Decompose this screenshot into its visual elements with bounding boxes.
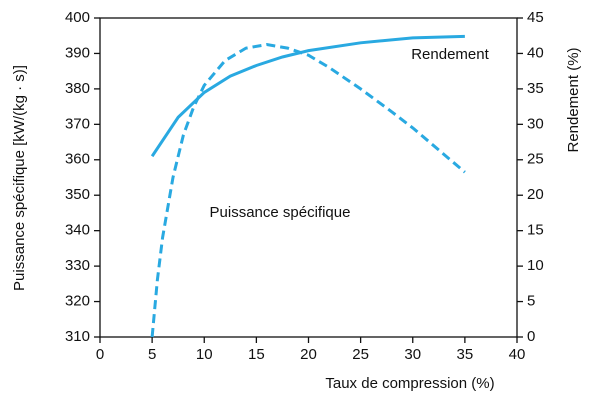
y-tick-label: 330 <box>65 257 90 274</box>
y-tick-label: 320 <box>65 293 90 310</box>
y2-tick-label: 25 <box>527 151 544 168</box>
series-label-bg <box>409 45 492 63</box>
y2-tick-label: 15 <box>527 222 544 239</box>
series-label-bg <box>207 203 353 221</box>
x-tick-label: 10 <box>196 346 213 363</box>
y-tick-label: 310 <box>65 328 90 345</box>
series-line <box>150 43 466 338</box>
x-tick-label: 20 <box>300 346 317 363</box>
y2-tick-label: 5 <box>527 293 535 310</box>
series-label: Rendement <box>411 46 489 63</box>
series-line <box>150 34 465 158</box>
y-axis-label: Puissance spécifique [kW/(kg · s)] <box>11 65 28 291</box>
y2-tick-label: 20 <box>527 186 544 203</box>
x-tick-label: 40 <box>509 346 526 363</box>
series-label: Puissance spécifique <box>210 204 351 221</box>
x-tick-label: 15 <box>248 346 265 363</box>
y2-tick-label: 35 <box>527 80 544 97</box>
y2-tick-label: 40 <box>527 44 544 61</box>
y2-tick-label: 45 <box>527 9 544 26</box>
x-tick-label: 30 <box>404 346 421 363</box>
y-tick-label: 380 <box>65 80 90 97</box>
x-tick-label: 0 <box>96 346 104 363</box>
y-tick-label: 340 <box>65 222 90 239</box>
x-tick-label: 25 <box>352 346 369 363</box>
y-tick-label: 400 <box>65 9 90 26</box>
y-tick-label: 360 <box>65 151 90 168</box>
plot-frame <box>99 17 518 338</box>
y2-tick-label: 30 <box>527 115 544 132</box>
y2-tick-label: 10 <box>527 257 544 274</box>
x-tick-label: 35 <box>457 346 474 363</box>
x-tick-label: 5 <box>148 346 156 363</box>
y2-axis-label: Rendement (%) <box>565 47 582 152</box>
y2-tick-label: 0 <box>527 328 535 345</box>
y-tick-label: 370 <box>65 115 90 132</box>
y-tick-label: 390 <box>65 44 90 61</box>
y-tick-label: 350 <box>65 186 90 203</box>
x-axis-label: Taux de compression (%) <box>325 375 494 392</box>
